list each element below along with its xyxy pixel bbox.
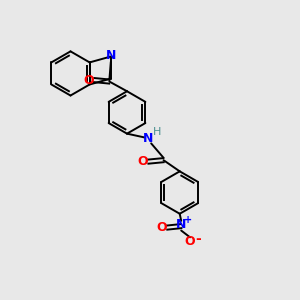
Text: N: N xyxy=(106,49,117,62)
Text: O: O xyxy=(83,74,94,87)
Text: -: - xyxy=(195,232,201,246)
Text: N: N xyxy=(143,133,153,146)
Text: N: N xyxy=(176,218,186,231)
Text: O: O xyxy=(157,221,167,234)
Text: +: + xyxy=(184,214,192,225)
Text: H: H xyxy=(153,128,161,137)
Text: O: O xyxy=(185,235,195,248)
Text: O: O xyxy=(138,155,148,168)
